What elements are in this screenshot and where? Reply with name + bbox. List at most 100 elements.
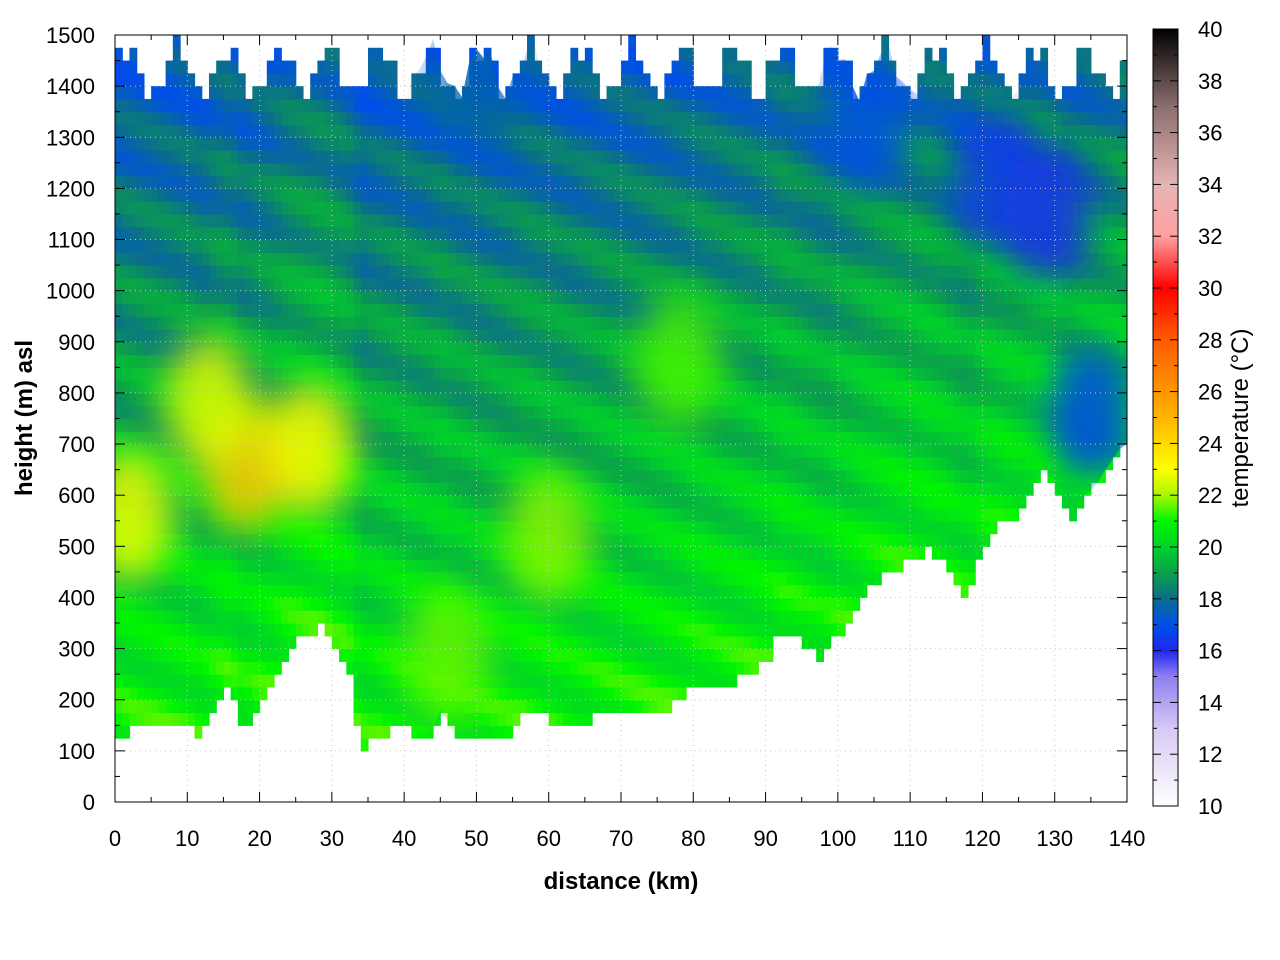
- field-cell: [671, 162, 680, 177]
- field-cell: [621, 111, 629, 126]
- field-cell: [584, 469, 593, 484]
- field-cell: [794, 98, 803, 113]
- field-cell: [606, 226, 615, 241]
- field-cell: [577, 661, 586, 675]
- field-cell: [223, 188, 232, 202]
- field-cell: [787, 86, 796, 100]
- field-cell: [288, 635, 297, 650]
- field-cell: [772, 405, 781, 420]
- field-cell: [563, 137, 571, 151]
- field-cell: [295, 623, 304, 637]
- field-cell: [360, 456, 369, 471]
- field-cell: [490, 316, 499, 330]
- field-cell: [787, 431, 796, 445]
- field-cell: [274, 111, 282, 126]
- field-cell: [613, 699, 622, 714]
- field-cell: [302, 175, 311, 189]
- field-cell: [447, 277, 456, 292]
- field-cell: [628, 495, 637, 509]
- field-cell: [353, 86, 362, 100]
- field-cell: [649, 252, 658, 266]
- field-cell: [165, 188, 174, 202]
- field-cell: [172, 111, 181, 126]
- field-cell: [274, 329, 282, 343]
- field-cell: [165, 137, 174, 151]
- field-cell: [599, 162, 608, 177]
- field-cell: [722, 111, 731, 126]
- field-cell: [382, 201, 391, 215]
- field-cell: [237, 635, 246, 650]
- field-cell: [396, 175, 405, 189]
- field-cell: [498, 661, 506, 675]
- field-cell: [527, 175, 535, 189]
- field-cell: [158, 648, 167, 662]
- field-cell: [621, 380, 629, 394]
- field-cell: [599, 213, 608, 228]
- field-cell: [772, 559, 781, 573]
- field-cell: [187, 661, 196, 675]
- field-cell: [360, 559, 369, 573]
- field-cell: [483, 546, 492, 560]
- field-cell: [172, 73, 181, 87]
- field-cell: [548, 648, 557, 662]
- field-cell: [780, 265, 788, 279]
- field-cell: [534, 418, 543, 432]
- field-cell: [418, 584, 427, 599]
- field-cell: [808, 469, 817, 484]
- field-cell: [151, 712, 159, 726]
- field-cell: [664, 86, 673, 100]
- field-cell: [425, 86, 434, 100]
- field-cell: [837, 201, 846, 215]
- field-cell: [664, 290, 673, 305]
- field-cell: [375, 329, 384, 343]
- field-cell: [454, 469, 463, 484]
- field-cell: [216, 597, 225, 611]
- field-cell: [794, 124, 803, 138]
- field-cell: [208, 277, 217, 292]
- field-cell: [172, 648, 181, 662]
- field-cell: [447, 444, 456, 458]
- field-cell: [396, 520, 405, 535]
- field-cell: [743, 533, 752, 547]
- field-cell: [657, 674, 665, 688]
- field-cell: [353, 111, 362, 126]
- field-cell: [469, 290, 478, 305]
- field-cell: [577, 341, 586, 356]
- field-cell: [245, 175, 253, 189]
- field-cell: [758, 597, 767, 611]
- field-cell: [346, 239, 355, 253]
- field-cell: [230, 277, 239, 292]
- field-cell: [389, 559, 398, 573]
- field-cell: [686, 60, 694, 74]
- field-cell: [346, 137, 355, 151]
- field-cell: [281, 380, 290, 394]
- field-cell: [649, 277, 658, 292]
- field-cell: [490, 354, 499, 368]
- field-cell: [555, 661, 564, 675]
- field-cell: [671, 86, 680, 100]
- field-cell: [165, 277, 174, 292]
- field-cell: [751, 367, 759, 381]
- field-cell: [823, 444, 832, 458]
- field-cell: [649, 648, 658, 662]
- field-cell: [613, 661, 622, 675]
- field-cell: [476, 150, 485, 164]
- field-cell: [512, 482, 521, 496]
- field-cell: [498, 392, 506, 407]
- field-cell: [122, 392, 131, 407]
- field-cell: [259, 188, 268, 202]
- field-cell: [295, 111, 304, 126]
- field-cell: [129, 60, 138, 74]
- field-cell: [411, 226, 420, 241]
- field-cell: [245, 623, 253, 637]
- field-cell: [801, 469, 810, 484]
- field-cell: [599, 520, 608, 535]
- field-cell: [780, 137, 788, 151]
- field-cell: [180, 98, 188, 113]
- field-cell: [266, 354, 275, 368]
- field-cell: [324, 188, 333, 202]
- field-cell: [360, 431, 369, 445]
- field-cell: [187, 520, 196, 535]
- field-cell: [404, 559, 412, 573]
- field-cell: [180, 86, 188, 100]
